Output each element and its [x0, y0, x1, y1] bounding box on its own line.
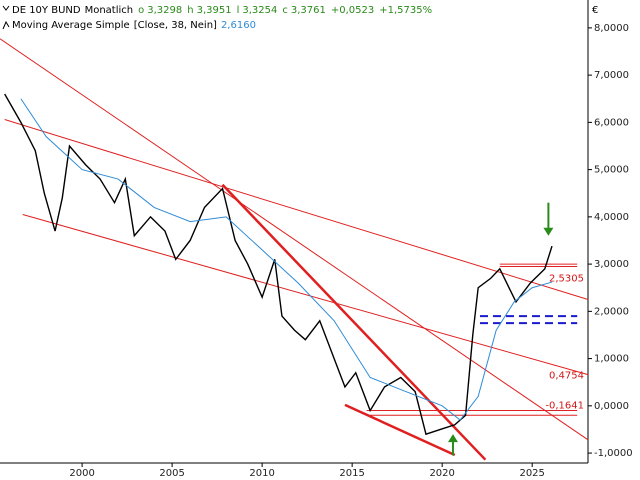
quote-value: 3,3761	[291, 5, 326, 16]
symbol-name: DE 10Y BUND	[12, 5, 81, 16]
quote-key: h	[187, 5, 193, 16]
quote-value: 3,3254	[242, 5, 277, 16]
arrow-head	[447, 434, 458, 443]
moving-average	[20, 98, 553, 421]
indicator-params: [Close, 38, Nein]	[134, 20, 217, 31]
y-tick-label: -1,0000	[594, 448, 633, 459]
y-tick-label: 7,0000	[594, 70, 629, 81]
y-tick-label: 1,0000	[594, 354, 629, 365]
quote-value: 3,3951	[197, 5, 232, 16]
trend-line	[344, 403, 456, 457]
y-tick-label: 6,0000	[594, 117, 629, 128]
x-tick-label: 2010	[249, 468, 274, 479]
level-label: -0,1641	[545, 401, 584, 412]
x-tick-label: 2020	[429, 468, 454, 479]
quote-key: o	[138, 5, 144, 16]
y-tick-label: 0,0000	[594, 401, 629, 412]
trend-line	[4, 119, 589, 301]
quote-value: 3,3298	[147, 5, 182, 16]
level-label: 0,4754	[549, 370, 584, 381]
arrow-head	[543, 227, 554, 236]
quote-key: c	[282, 5, 288, 16]
x-tick-label: 2005	[159, 468, 184, 479]
price-line	[4, 93, 553, 436]
expand-icon	[2, 5, 10, 11]
indicator-icon	[2, 20, 10, 30]
x-tick-label: 2000	[69, 468, 94, 479]
trend-line	[22, 214, 589, 376]
trend-line	[0, 38, 589, 441]
level-label: 2,5305	[549, 273, 584, 284]
change-pct: +1,5735%	[379, 5, 432, 16]
x-tick-label: 2025	[519, 468, 544, 479]
y-tick-label: 8,0000	[594, 23, 629, 34]
trend-line	[221, 183, 487, 461]
indicator-value: 2,6160	[221, 20, 256, 31]
period: Monatlich	[85, 5, 134, 16]
quote-key: l	[237, 5, 240, 16]
indicator-line: Moving Average Simple [Close, 38, Nein] 2,…	[12, 20, 256, 31]
y-tick-label: 4,0000	[594, 212, 629, 223]
header-line: DE 10Y BUND Monatlich o 3,3298 h 3,3951 l 3,325…	[12, 5, 432, 16]
change: +0,0523	[331, 5, 374, 16]
y-tick-label: 2,0000	[594, 306, 629, 317]
y-tick-label: 5,0000	[594, 165, 629, 176]
indicator-name: Moving Average Simple	[12, 20, 130, 31]
currency: €	[592, 5, 598, 16]
x-tick-label: 2015	[339, 468, 364, 479]
y-tick-label: 3,0000	[594, 259, 629, 270]
